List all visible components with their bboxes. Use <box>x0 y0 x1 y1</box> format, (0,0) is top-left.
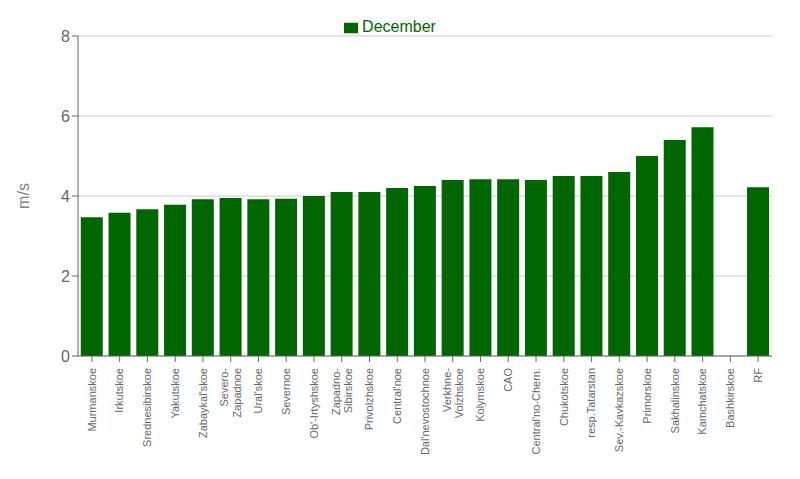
svg-text:2: 2 <box>61 268 70 285</box>
svg-text:Chukotskoe: Chukotskoe <box>558 368 570 426</box>
svg-text:Murmanskoe: Murmanskoe <box>86 368 98 432</box>
svg-text:Central'no-Chern.: Central'no-Chern. <box>530 368 542 454</box>
svg-text:Severo-Zapadnoe: Severo-Zapadnoe <box>218 368 242 418</box>
svg-text:Zabaykal'skoe: Zabaykal'skoe <box>197 368 209 438</box>
svg-text:8: 8 <box>61 28 70 45</box>
svg-text:Ural'skoe: Ural'skoe <box>252 368 264 414</box>
svg-text:CAO: CAO <box>502 368 514 392</box>
svg-text:Ob'-Irtyshskoe: Ob'-Irtyshskoe <box>308 368 320 439</box>
svg-text:Primorskoe: Primorskoe <box>641 368 653 424</box>
svg-text:6: 6 <box>61 108 70 125</box>
html-text:December: December <box>362 18 436 35</box>
svg-text:Verkhne-Volzhskoe: Verkhne-Volzhskoe <box>441 368 465 418</box>
svg-text:4: 4 <box>61 188 70 205</box>
svg-text:Sev.-Kavkazskoe: Sev.-Kavkazskoe <box>613 368 625 452</box>
svg-text:Dal'nevostochnoe: Dal'nevostochnoe <box>419 368 431 455</box>
svg-text:Kolymskoe: Kolymskoe <box>474 368 486 422</box>
svg-text:resp.Tatarstan: resp.Tatarstan <box>585 368 597 438</box>
svg-text:Privolzhskoe: Privolzhskoe <box>363 368 375 430</box>
svg-text:Sakhalinskoe: Sakhalinskoe <box>669 368 681 433</box>
svg-text:Irkutskoe: Irkutskoe <box>113 368 125 413</box>
svg-text:Yakutskoe: Yakutskoe <box>169 368 181 419</box>
svg-text:RF: RF <box>752 368 764 383</box>
svg-text:Kamchatskoe: Kamchatskoe <box>696 368 708 435</box>
svg-text:Severnoe: Severnoe <box>280 368 292 415</box>
svg-text:Bashkirskoe: Bashkirskoe <box>724 368 736 428</box>
svg-text:0: 0 <box>61 348 70 365</box>
svg-text:m/s: m/s <box>15 183 32 209</box>
svg-text:Srednesibirskoe: Srednesibirskoe <box>141 368 153 447</box>
svg-text:Central'noe: Central'noe <box>391 368 403 424</box>
svg-text:Zapadno-Sibirskoe: Zapadno-Sibirskoe <box>330 368 354 415</box>
